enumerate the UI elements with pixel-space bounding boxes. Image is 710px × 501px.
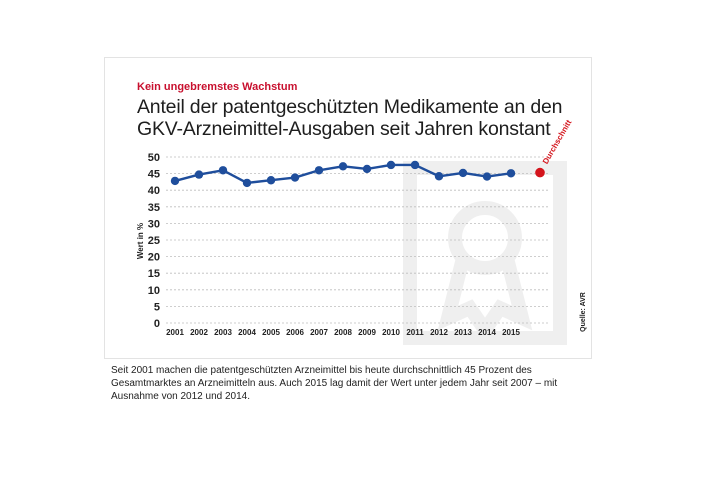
x-tick-label: 2006 [286, 328, 304, 337]
x-tick-label: 2013 [454, 328, 472, 337]
data-point [434, 172, 444, 181]
y-tick-label: 40 [148, 185, 160, 197]
y-tick-label: 20 [148, 252, 160, 264]
x-tick-label: 2012 [430, 328, 448, 337]
x-tick-label: 2014 [478, 328, 496, 337]
x-tick-label: 2005 [262, 328, 280, 337]
data-point [242, 178, 252, 188]
x-tick-label: 2009 [358, 328, 376, 337]
x-tick-label: 2001 [166, 328, 184, 337]
x-tick-label: 2010 [382, 328, 400, 337]
chart-subtitle: Kein ungebremstes Wachstum [137, 81, 298, 93]
y-tick-label: 50 [148, 152, 160, 164]
data-point [314, 166, 324, 175]
x-tick-label: 2008 [334, 328, 352, 337]
source-note: Quelle: AVR [580, 292, 587, 332]
data-point [218, 166, 228, 175]
chart-title: Anteil der patentgeschützten Medikamente… [137, 96, 563, 140]
data-point [482, 172, 492, 181]
x-tick-label: 2015 [502, 328, 520, 337]
y-tick-label: 15 [148, 268, 160, 280]
data-point [386, 160, 396, 170]
y-tick-label: 45 [148, 169, 160, 181]
average-label: Durchschnitt [541, 118, 574, 166]
y-tick-label: 0 [154, 318, 160, 330]
caption-text: Seit 2001 machen die patentgeschützten A… [111, 365, 558, 402]
data-point [506, 169, 516, 178]
data-point [194, 170, 204, 179]
x-tick-label: 2002 [190, 328, 208, 337]
y-axis-label: Wert in % [136, 223, 145, 259]
data-point [458, 168, 468, 178]
data-point [266, 176, 276, 185]
y-tick-label: 30 [148, 218, 160, 230]
x-tick-label: 2004 [238, 328, 256, 337]
data-point [362, 164, 372, 174]
y-tick-label: 35 [148, 202, 160, 214]
x-tick-label: 2003 [214, 328, 232, 337]
watermark-medal-icon [403, 161, 567, 345]
y-tick-label: 5 [154, 301, 160, 313]
data-point [410, 160, 420, 170]
average-point [535, 167, 545, 178]
x-tick-label: 2007 [310, 328, 328, 337]
data-point [338, 162, 348, 171]
x-tick-label: 2011 [406, 328, 424, 337]
y-tick-label: 10 [148, 285, 160, 297]
y-tick-label: 25 [148, 235, 160, 247]
chart-card: Kein ungebremstes Wachstum Anteil der pa… [104, 57, 592, 359]
data-point [290, 173, 300, 182]
data-point [170, 176, 180, 186]
